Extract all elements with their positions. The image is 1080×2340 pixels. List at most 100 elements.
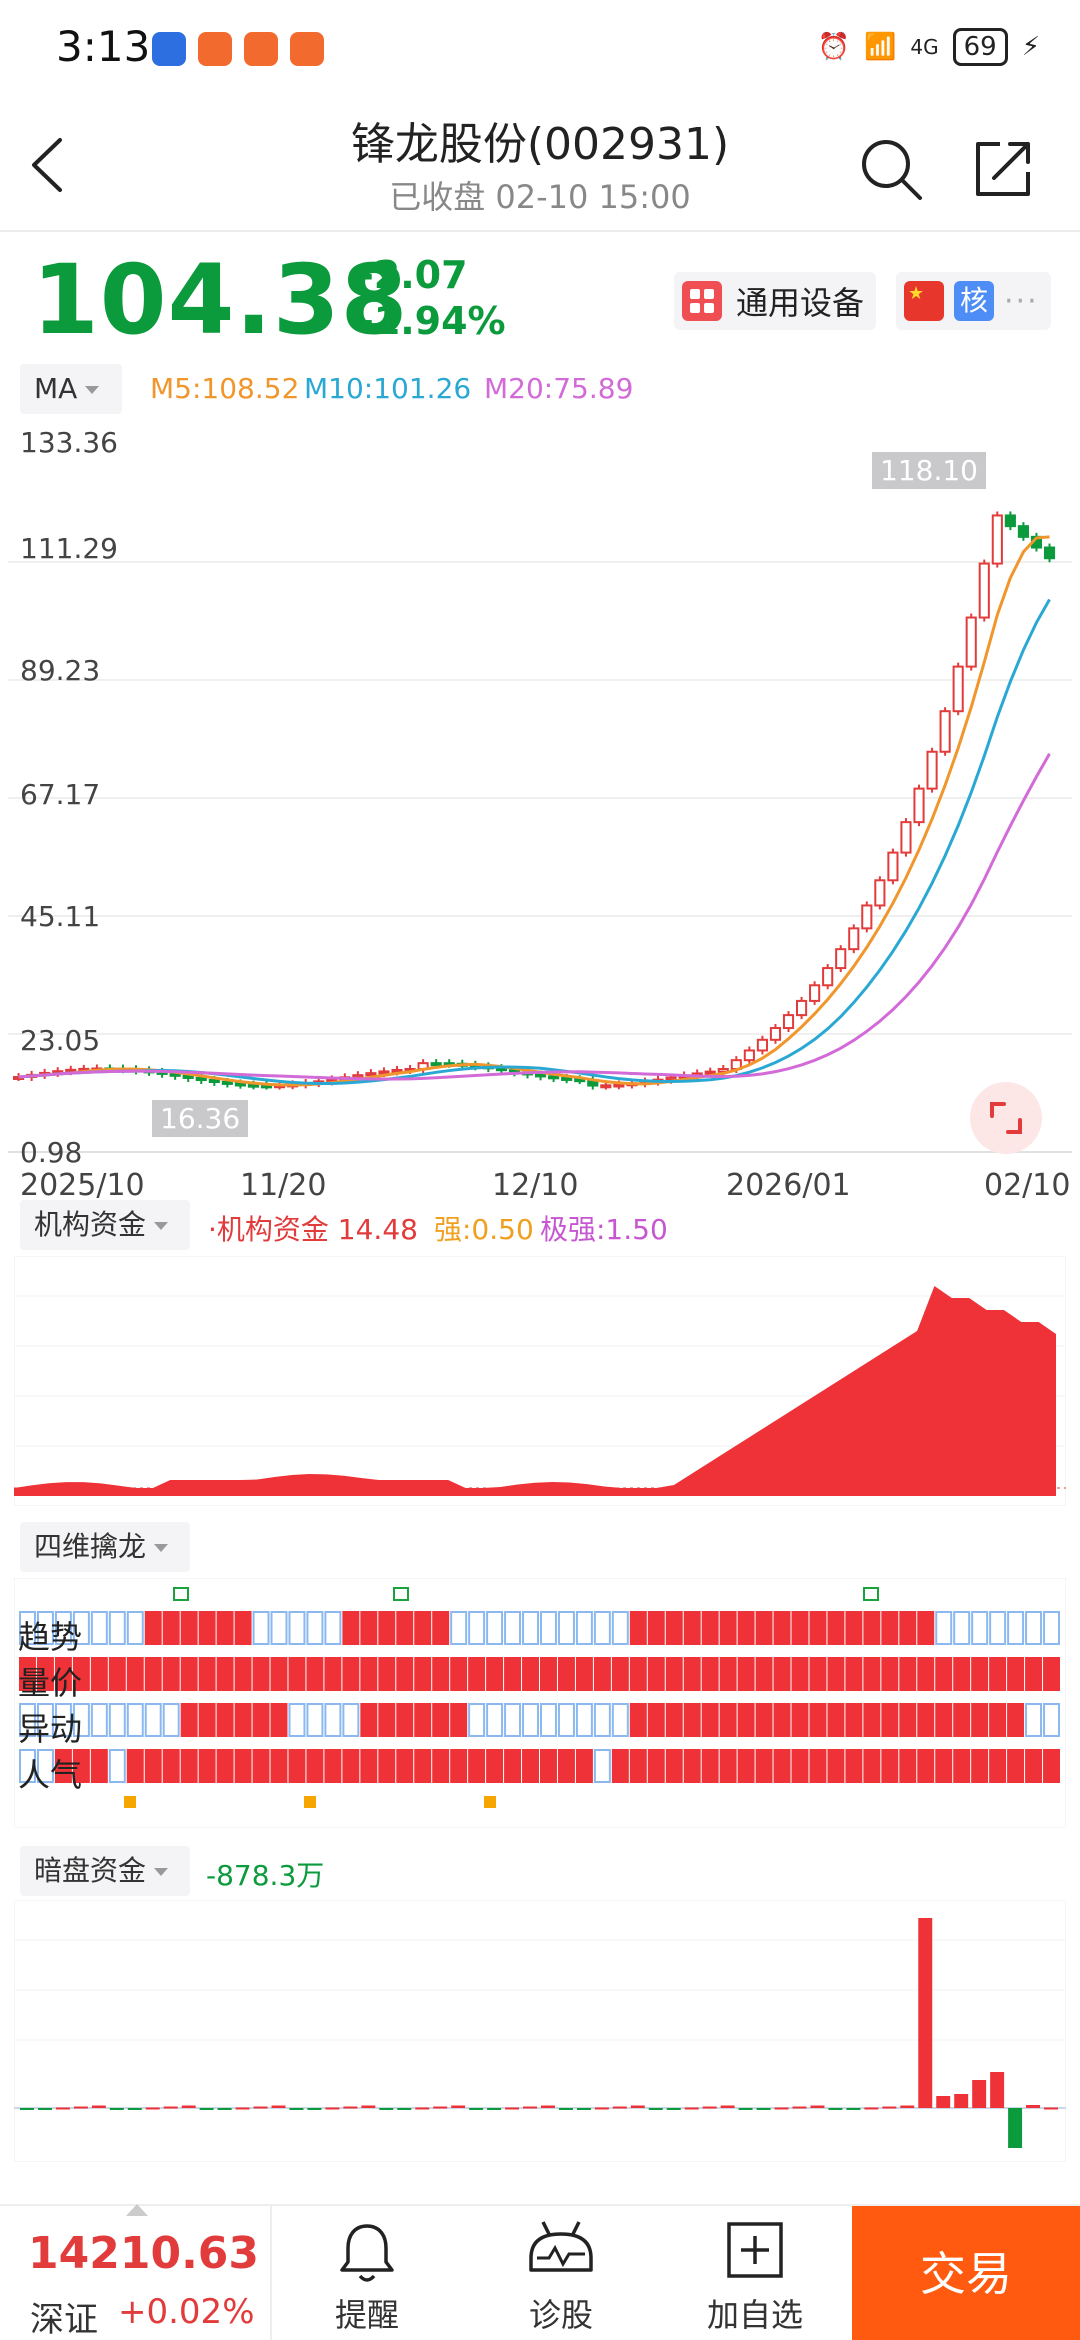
low-marker: 16.36 <box>152 1100 249 1137</box>
signal-cell <box>19 1657 36 1691</box>
dark-fund-bar <box>325 2107 340 2110</box>
candle <box>782 1014 795 1030</box>
diagnose-button[interactable]: 诊股 <box>486 2206 636 2340</box>
signal-cell <box>198 1749 216 1783</box>
signal-cell <box>72 1611 90 1645</box>
indicator-selector[interactable]: MA <box>20 364 122 414</box>
y-tick: 133.36 <box>20 426 118 459</box>
kline-chart[interactable] <box>8 424 1072 1164</box>
signal-cell <box>683 1703 701 1737</box>
inst-fund-selector[interactable]: 机构资金 <box>20 1200 190 1250</box>
dark-fund-bar <box>1026 2105 1041 2108</box>
signal-cell <box>126 1657 144 1691</box>
signal-cell <box>575 1703 593 1737</box>
industry-label: 通用设备 <box>736 284 865 322</box>
signal-cell <box>557 1749 575 1783</box>
back-button[interactable] <box>20 130 80 200</box>
signal-cell <box>486 1703 504 1737</box>
index-ticker[interactable]: 14210.63 深证 +0.02% <box>0 2204 270 2340</box>
signal-cell <box>701 1611 719 1645</box>
signal-cell <box>234 1703 252 1737</box>
dark-fund-bar <box>379 2108 394 2110</box>
signal-cell <box>144 1703 162 1737</box>
dark-fund-bar <box>289 2108 304 2110</box>
add-watchlist-button[interactable]: 加自选 <box>680 2206 830 2340</box>
signal-cell <box>108 1749 126 1783</box>
signal-cell <box>108 1657 126 1691</box>
signal-cell <box>540 1749 557 1783</box>
dark-fund-bar <box>594 2107 609 2110</box>
more-icon: ··· <box>1004 283 1039 319</box>
signal-cell <box>522 1749 540 1783</box>
signal-cell <box>917 1703 935 1737</box>
signal-cell <box>360 1749 378 1783</box>
dark-fund-bar <box>774 2107 789 2110</box>
signal-cell <box>126 1749 144 1783</box>
dark-fund-bar <box>37 2108 52 2110</box>
trade-button[interactable]: 交易 <box>852 2206 1080 2340</box>
candle <box>169 1072 181 1077</box>
signal-cell <box>90 1657 108 1691</box>
plus-square-icon <box>727 2222 783 2278</box>
candle <box>1004 514 1016 528</box>
signal-cell <box>917 1749 935 1783</box>
signal-cell <box>216 1749 234 1783</box>
signal-cell <box>611 1703 629 1737</box>
signal-cell <box>54 1657 72 1691</box>
signal-cell <box>1043 1611 1060 1645</box>
tag-chip[interactable]: 核 ··· <box>896 272 1051 330</box>
bell-icon <box>340 2224 394 2282</box>
y-tick: 111.29 <box>20 532 118 565</box>
swql-selector[interactable]: 四维擒龙 <box>20 1522 190 1572</box>
signal-cell <box>647 1749 665 1783</box>
signal-cell <box>360 1611 378 1645</box>
signal-cell <box>593 1703 611 1737</box>
signal-cell <box>971 1611 989 1645</box>
candle <box>913 787 925 824</box>
signal-cell <box>935 1657 953 1691</box>
signal-cell <box>863 1657 881 1691</box>
price-change: -2.07 -1.94% <box>358 252 506 344</box>
signal-cell <box>324 1611 342 1645</box>
signal-marker <box>173 1587 189 1601</box>
dark-fund-bar <box>720 2105 735 2108</box>
dark-fund-bar <box>882 2106 897 2109</box>
signal-cell <box>54 1703 72 1737</box>
signal-cell <box>737 1703 755 1737</box>
signal-cell <box>629 1749 647 1783</box>
signal-cell <box>90 1611 108 1645</box>
dark-fund-selector[interactable]: 暗盘资金 <box>20 1846 190 1896</box>
signal-cell <box>468 1611 486 1645</box>
signal-cell <box>432 1703 450 1737</box>
share-icon <box>976 142 1030 196</box>
signal-cell <box>342 1657 360 1691</box>
candle <box>208 1079 220 1084</box>
candle <box>613 1083 625 1088</box>
fullscreen-button[interactable] <box>970 1082 1042 1154</box>
signal-cell <box>162 1749 180 1783</box>
candle <box>991 514 1003 565</box>
signal-cell <box>719 1749 737 1783</box>
dark-fund-bar <box>361 2105 376 2108</box>
change-percent: -1.94% <box>358 299 506 343</box>
signal-cell <box>611 1657 629 1691</box>
network-label: 4G <box>910 35 939 59</box>
signal-cell <box>486 1611 504 1645</box>
industry-chip[interactable]: 通用设备 <box>674 272 877 330</box>
signal-cell <box>1043 1657 1060 1691</box>
signal-cell <box>72 1703 90 1737</box>
x-tick: 02/10 <box>984 1168 1071 1203</box>
caret-down-icon <box>154 1544 169 1552</box>
core-tag: 核 <box>954 281 994 321</box>
dark-fund-chart <box>14 1900 1066 2162</box>
share-button[interactable] <box>970 136 1036 202</box>
search-button[interactable] <box>858 136 924 202</box>
candle <box>809 984 821 1002</box>
remind-button[interactable]: 提醒 <box>292 2206 442 2340</box>
signal-cell <box>126 1703 144 1737</box>
dark-fund-bar <box>397 2108 412 2110</box>
signal-cell <box>1025 1749 1043 1783</box>
app-notification-icon <box>198 32 232 66</box>
dark-fund-bar <box>954 2094 969 2108</box>
y-tick: 0.98 <box>20 1136 83 1169</box>
